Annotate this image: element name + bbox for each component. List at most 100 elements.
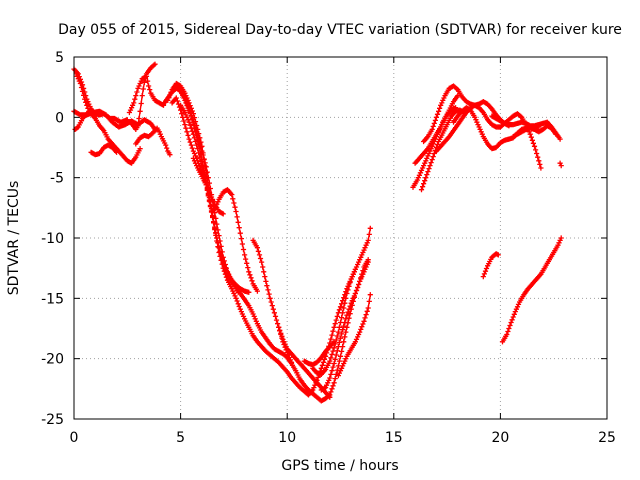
data-point	[263, 278, 269, 284]
data-point	[336, 324, 342, 330]
data-point	[347, 280, 353, 286]
data-point	[345, 309, 351, 315]
data-point	[92, 115, 98, 122]
data-point	[189, 128, 195, 134]
series-arc-30	[480, 251, 501, 280]
data-point	[179, 111, 185, 117]
series-arc-6	[73, 71, 98, 122]
data-point	[360, 321, 366, 327]
data-point	[342, 334, 348, 340]
data-point	[254, 288, 260, 294]
data-point	[138, 100, 144, 107]
data-point	[249, 278, 255, 284]
data-point	[426, 150, 432, 157]
data-point	[328, 371, 334, 377]
data-point	[420, 184, 426, 190]
data-point	[341, 323, 347, 329]
data-point	[332, 376, 338, 382]
data-point	[531, 143, 538, 149]
data-point	[191, 158, 198, 164]
data-point	[482, 268, 489, 274]
data-layer	[71, 61, 564, 404]
data-point	[185, 105, 191, 111]
data-point	[175, 101, 182, 107]
data-point	[318, 365, 324, 371]
data-point	[229, 192, 235, 198]
data-point	[251, 313, 257, 319]
data-point	[276, 324, 282, 330]
data-point	[359, 271, 365, 277]
data-point	[182, 97, 188, 103]
data-point	[343, 295, 349, 301]
data-point	[254, 245, 260, 251]
x-tick-label: 20	[491, 430, 509, 446]
data-point	[367, 292, 373, 298]
data-point	[425, 169, 431, 175]
data-point	[187, 139, 193, 145]
data-point	[266, 291, 272, 297]
data-point	[185, 132, 191, 138]
data-point	[476, 124, 482, 130]
x-tick-label: 5	[176, 430, 185, 446]
data-point	[504, 331, 510, 338]
data-point	[188, 125, 194, 131]
data-point	[329, 368, 335, 374]
data-point	[269, 303, 275, 309]
data-point	[344, 290, 350, 297]
plot-frame	[73, 56, 608, 420]
data-point	[351, 293, 357, 299]
data-point	[233, 208, 239, 215]
data-point	[346, 306, 352, 312]
data-point	[328, 355, 334, 361]
data-point	[233, 295, 239, 301]
data-point	[327, 394, 333, 400]
data-point	[188, 142, 194, 148]
data-point	[345, 287, 351, 293]
data-point	[133, 93, 139, 99]
data-point	[279, 333, 285, 339]
y-tick-label: 0	[55, 110, 64, 126]
data-point	[431, 120, 437, 126]
data-point	[206, 189, 212, 195]
data-point	[352, 290, 358, 297]
data-point	[528, 134, 534, 140]
data-point	[75, 76, 81, 82]
data-point	[336, 358, 342, 364]
data-point	[334, 313, 340, 319]
data-point	[558, 163, 564, 169]
data-point	[237, 230, 243, 236]
data-point	[436, 108, 442, 114]
series-arc-12	[178, 102, 252, 295]
data-point	[259, 259, 265, 265]
data-point	[364, 240, 370, 246]
data-point	[232, 293, 238, 299]
data-point	[214, 235, 220, 241]
data-point	[437, 105, 443, 111]
data-point	[326, 377, 332, 383]
data-point	[331, 360, 337, 367]
data-point	[135, 85, 141, 91]
data-point	[439, 100, 445, 106]
data-point	[191, 150, 198, 157]
data-point	[268, 299, 274, 305]
data-point	[234, 298, 240, 304]
data-point	[429, 126, 435, 132]
data-point	[178, 107, 184, 113]
data-point	[336, 339, 342, 345]
data-point	[197, 154, 203, 160]
data-point	[505, 328, 511, 335]
data-point	[355, 261, 361, 268]
data-point	[143, 73, 150, 79]
data-point	[319, 362, 325, 368]
data-point	[146, 83, 152, 89]
data-point	[329, 386, 335, 392]
data-point	[360, 268, 366, 274]
data-point	[221, 262, 227, 268]
data-point	[555, 242, 561, 248]
data-point	[184, 102, 190, 108]
data-point	[320, 359, 326, 365]
data-point	[163, 142, 169, 148]
y-tick-label: -10	[41, 231, 64, 247]
data-point	[365, 305, 371, 311]
data-point	[333, 352, 339, 358]
